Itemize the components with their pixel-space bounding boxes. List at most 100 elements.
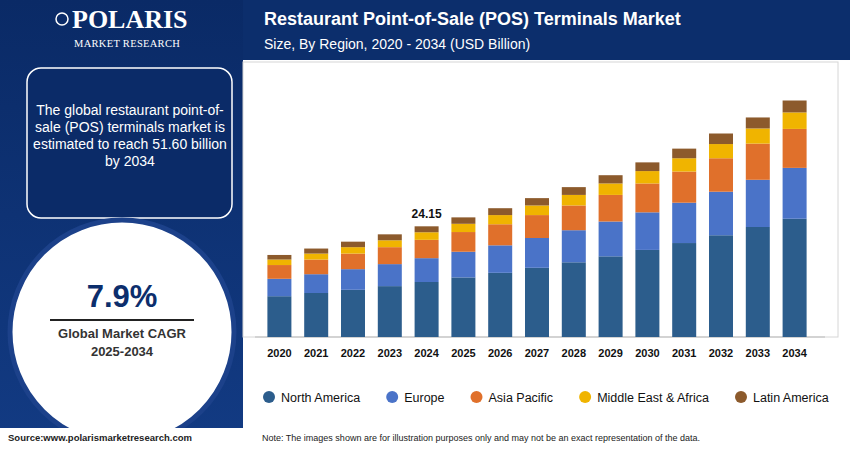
x-tick-label: 2029 <box>598 347 622 359</box>
legend-label: Middle East & Africa <box>597 391 709 405</box>
bar-segment <box>341 290 365 337</box>
x-tick-label: 2020 <box>267 347 291 359</box>
bar-segment <box>635 171 659 183</box>
bar-segment <box>415 232 439 240</box>
bar-segment <box>562 230 586 262</box>
bar-segment <box>378 286 402 337</box>
bar-segment <box>746 144 770 180</box>
legend-swatch <box>263 391 275 403</box>
bar-segment <box>415 226 439 232</box>
bar-segment <box>783 101 807 113</box>
legend: North America Europe Asia Pacific Middle Ea… <box>263 391 829 405</box>
bar-segment <box>599 183 623 194</box>
bar-segment <box>525 238 549 268</box>
x-tick-label: 2031 <box>672 347 696 359</box>
bar-segment <box>304 254 328 260</box>
bar-segment <box>451 277 475 337</box>
bar-segment <box>746 227 770 337</box>
bar-segment <box>267 296 291 337</box>
canvas: POLARISMARKET RESEARCH7.9%Global Market … <box>0 0 850 450</box>
bar-segment <box>525 268 549 337</box>
annotation: 24.15 <box>412 207 442 221</box>
plot-frame <box>243 62 838 337</box>
bar-segment <box>451 217 475 223</box>
bar-segment <box>709 158 733 191</box>
bar-segment <box>672 149 696 159</box>
bar-segment <box>341 254 365 270</box>
bar-segment <box>562 262 586 337</box>
legend-label: North America <box>281 391 360 405</box>
bar-segment <box>488 273 512 337</box>
bar-segment <box>525 205 549 215</box>
header-band <box>243 0 850 60</box>
bar-segment <box>267 265 291 279</box>
bar-segment <box>378 264 402 286</box>
cagr-period: 2025-2034 <box>91 344 154 359</box>
bar-segment <box>599 195 623 222</box>
bar-segment <box>378 247 402 264</box>
x-tick-label: 2024 <box>414 347 439 359</box>
bars <box>267 101 806 338</box>
source: Source:www.polarismarketresearch.com <box>8 432 192 443</box>
bar-segment <box>709 134 733 145</box>
bar-segment <box>415 240 439 258</box>
bar-segment <box>525 215 549 238</box>
bar-segment <box>783 168 807 219</box>
bar-segment <box>709 192 733 236</box>
legend-swatch <box>735 391 747 403</box>
bar-segment <box>488 245 512 272</box>
bar-segment <box>783 219 807 337</box>
bar-segment <box>562 205 586 230</box>
bar-segment <box>635 250 659 337</box>
bar-segment <box>267 260 291 266</box>
bar-segment <box>341 269 365 290</box>
bar-segment <box>415 282 439 337</box>
bar-segment <box>488 215 512 224</box>
bar-segment <box>341 242 365 248</box>
bar-segment <box>709 235 733 337</box>
bar-segment <box>709 144 733 158</box>
logo-text: POLARIS <box>72 5 188 34</box>
x-tick-label: 2028 <box>562 347 586 359</box>
bar-segment <box>599 256 623 337</box>
x-tick-label: 2026 <box>488 347 512 359</box>
footer-strip <box>0 428 850 450</box>
bar-segment <box>488 224 512 245</box>
bar-segment <box>746 128 770 143</box>
bar-segment <box>415 258 439 282</box>
x-tick-label: 2021 <box>304 347 328 359</box>
x-tick-label: 2030 <box>635 347 659 359</box>
x-tick-label: 2023 <box>378 347 402 359</box>
chart-subtitle: Size, By Region, 2020 - 2034 (USD Billio… <box>264 36 530 52</box>
legend-label: Europe <box>404 391 444 405</box>
cagr-label: Global Market CAGR <box>58 326 186 341</box>
bar-segment <box>488 208 512 215</box>
bar-segment <box>672 243 696 337</box>
legend-label: Asia Pacific <box>489 391 554 405</box>
chart-title: Restaurant Point-of-Sale (POS) Terminals… <box>264 9 681 29</box>
x-tick-label: 2022 <box>341 347 365 359</box>
bar-segment <box>783 129 807 168</box>
bar-segment <box>378 234 402 240</box>
bar-segment <box>635 212 659 250</box>
bar-segment <box>304 260 328 275</box>
x-tick-label: 2032 <box>709 347 733 359</box>
x-tick-label: 2034 <box>782 347 807 359</box>
x-tick-label: 2033 <box>746 347 770 359</box>
legend-swatch <box>579 391 591 403</box>
bar-segment <box>635 183 659 212</box>
background <box>0 0 850 450</box>
bar-segment <box>267 279 291 296</box>
summary-box <box>27 68 232 218</box>
bar-segment <box>451 252 475 278</box>
cagr-divider <box>50 319 194 321</box>
cagr-circle <box>10 220 234 444</box>
bar-segment <box>451 224 475 232</box>
summary-text: The global restaurant point-of-sale (POS… <box>32 102 228 170</box>
bar-segment <box>525 198 549 205</box>
bar-segment <box>599 222 623 257</box>
note: Note: The images shown are for illustrat… <box>262 433 700 443</box>
x-tick-label: 2027 <box>525 347 549 359</box>
bar-segment <box>783 112 807 128</box>
logo-subtitle: MARKET RESEARCH <box>74 38 180 49</box>
